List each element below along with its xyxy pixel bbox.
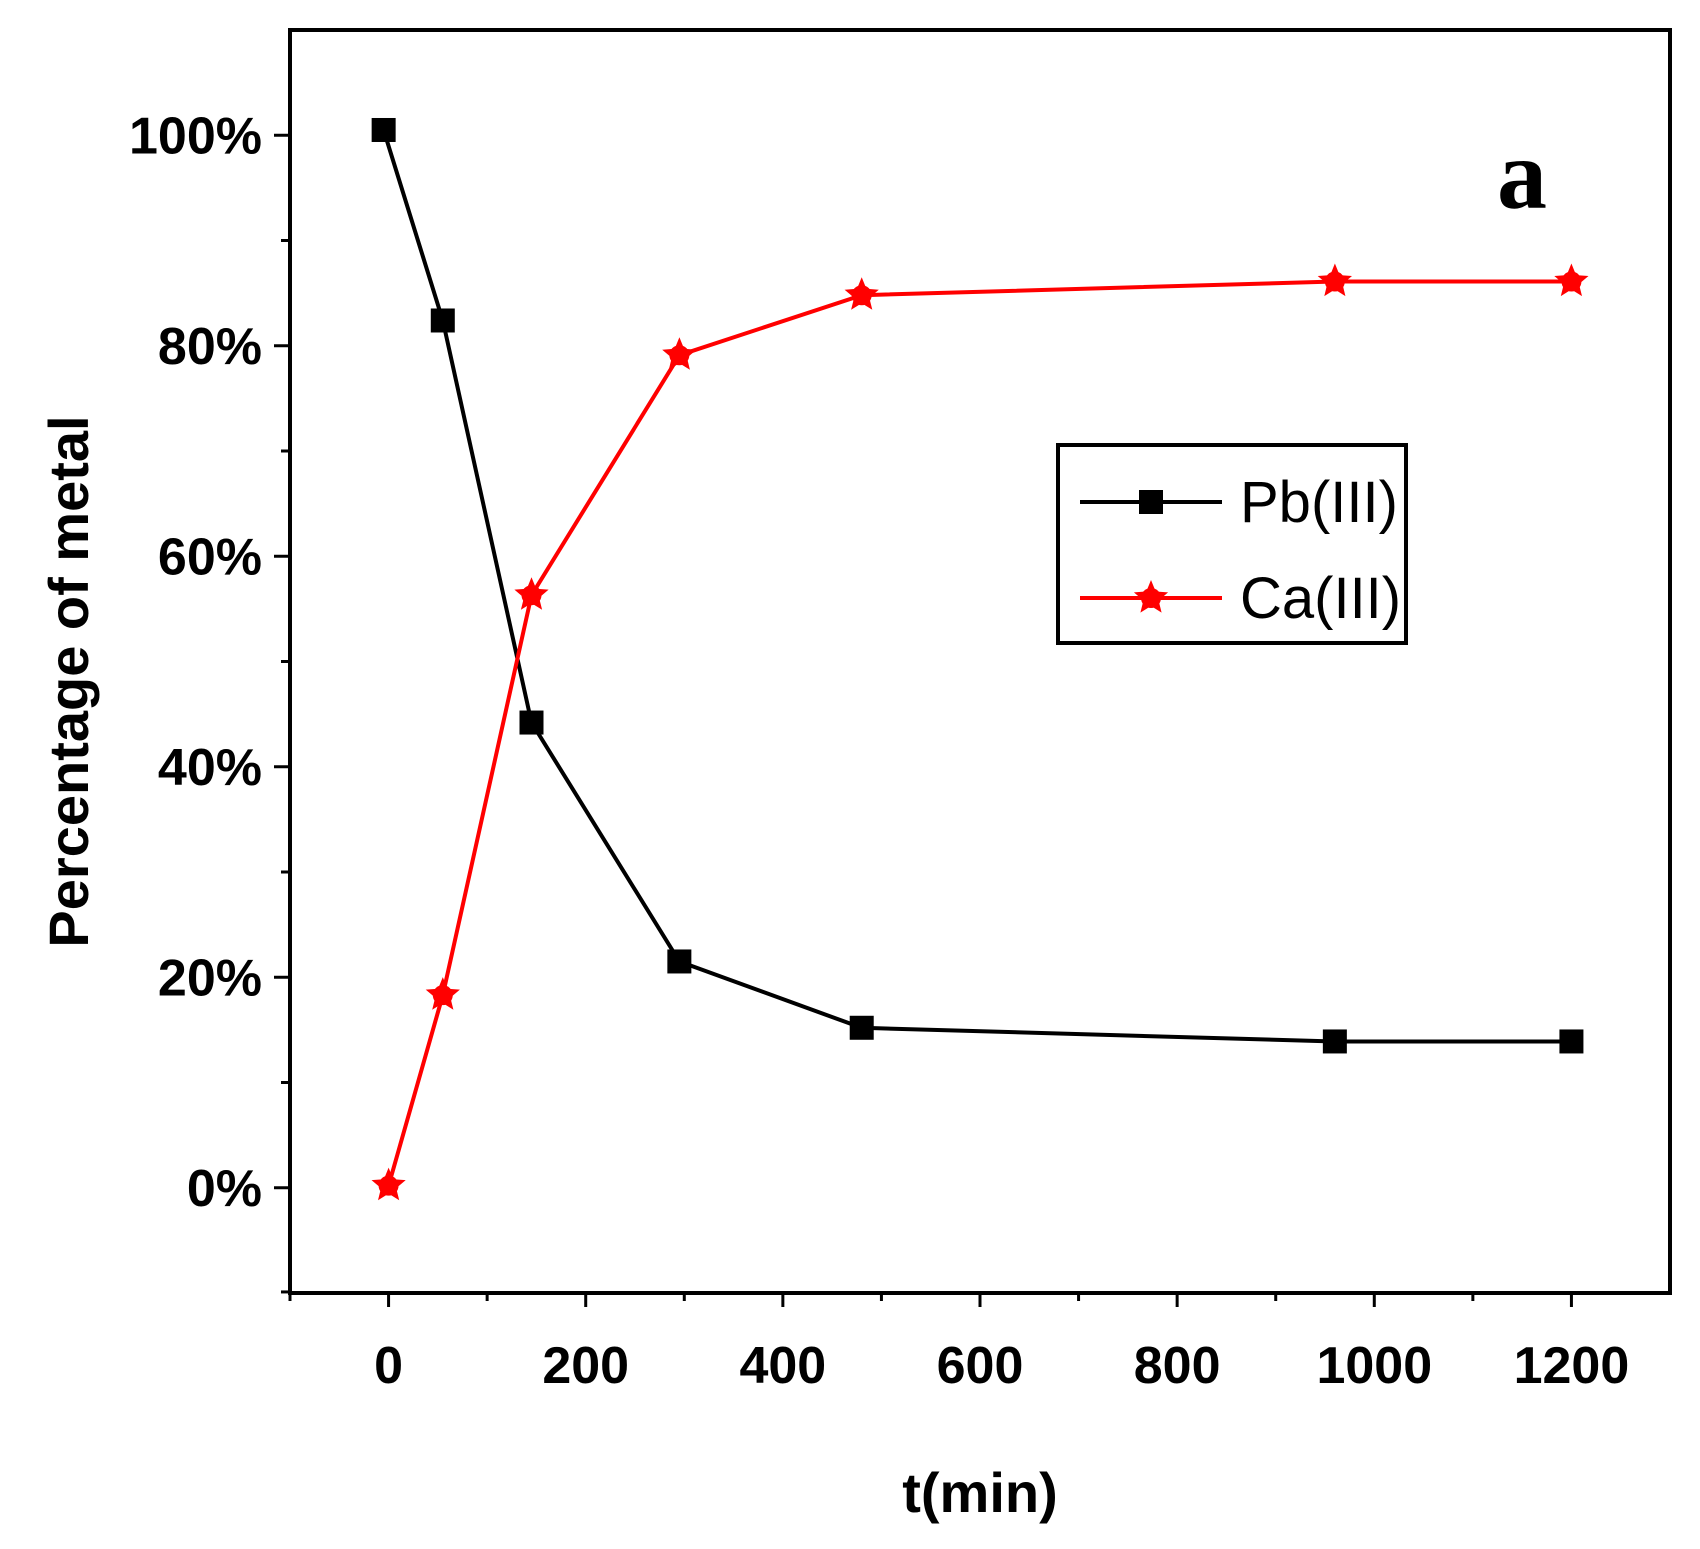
x-tick-label: 1000 (1316, 1337, 1432, 1395)
legend-label: Ca(III) (1240, 566, 1401, 631)
legend-label: Pb(III) (1240, 470, 1398, 535)
y-tick-label: 100% (129, 107, 262, 165)
legend: Pb(III) Ca(III) (1056, 443, 1408, 645)
data-point (667, 949, 692, 974)
series-line (386, 279, 1572, 1187)
data-point-core (669, 345, 690, 366)
series-layer (371, 117, 1589, 1201)
data-point-core (432, 985, 453, 1006)
x-axis-title: t(min) (902, 1461, 1058, 1524)
data-point-core (521, 585, 542, 606)
plot-border (288, 28, 1672, 1295)
y-tick-label: 20% (158, 949, 262, 1007)
data-point (430, 308, 455, 333)
y-axis-title: Percentage of metal (37, 415, 100, 947)
x-tick-label: 1200 (1514, 1337, 1630, 1395)
plot-frame (288, 28, 1672, 1295)
data-point-core (1561, 271, 1582, 292)
x-tick-label: 400 (739, 1337, 826, 1395)
x-tick-label: 0 (374, 1337, 403, 1395)
data-point (519, 710, 544, 735)
data-point-core (1324, 271, 1345, 292)
data-point (1559, 1029, 1584, 1054)
series-1 (371, 263, 1589, 1201)
series-0 (371, 117, 1584, 1054)
y-tick-label: 80% (158, 318, 262, 376)
data-point (849, 1015, 874, 1040)
legend-marker-core (1141, 588, 1161, 608)
y-tick-label: 60% (158, 528, 262, 586)
y-tick-label: 0% (187, 1160, 262, 1218)
legend-box (1056, 443, 1408, 645)
legend-marker (1139, 490, 1163, 514)
y-axis: 0% 20% 40% 60% 80% 100% (129, 107, 290, 1294)
x-axis: 0 200 400 600 800 1000 1200 (288, 1293, 1630, 1395)
x-tick-label: 600 (937, 1337, 1024, 1395)
x-tick-label: 800 (1134, 1337, 1221, 1395)
y-tick-label: 40% (158, 739, 262, 797)
panel-label: a (1497, 119, 1547, 230)
x-tick-label: 200 (542, 1337, 629, 1395)
data-point (1322, 1029, 1347, 1054)
data-point-core (378, 1175, 399, 1196)
data-point-core (851, 285, 872, 306)
data-point (371, 117, 396, 142)
